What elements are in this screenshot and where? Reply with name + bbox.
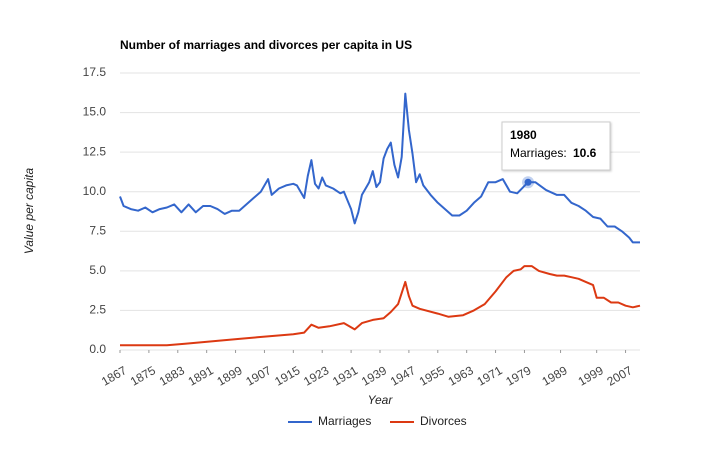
y-tick-label: 7.5 xyxy=(89,223,106,237)
x-tick-label: 1867 xyxy=(99,363,129,389)
x-tick-label: 1875 xyxy=(128,363,158,389)
legend-label: Marriages xyxy=(318,414,371,428)
y-tick-label: 10.0 xyxy=(83,184,107,198)
x-tick-label: 1915 xyxy=(272,363,302,389)
y-tick-label: 2.5 xyxy=(89,303,106,317)
x-tick-label: 1989 xyxy=(540,363,570,389)
x-axis-title: Year xyxy=(368,393,394,407)
y-tick-label: 15.0 xyxy=(83,105,107,119)
x-tick-label: 1979 xyxy=(503,363,533,389)
y-tick-label: 12.5 xyxy=(83,144,107,158)
legend-label: Divorces xyxy=(420,414,467,428)
tooltip-title: 1980 xyxy=(510,128,537,142)
y-tick-label: 17.5 xyxy=(83,65,107,79)
x-tick-label: 1891 xyxy=(186,363,216,389)
x-tick-label: 1999 xyxy=(576,363,606,389)
y-tick-label: 0.0 xyxy=(89,342,106,356)
x-tick-label: 1899 xyxy=(215,363,245,389)
chart-title: Number of marriages and divorces per cap… xyxy=(120,38,412,52)
tooltip-box xyxy=(501,121,611,171)
x-tick-label: 1883 xyxy=(157,363,187,389)
series-line xyxy=(119,92,640,244)
y-tick-label: 5.0 xyxy=(89,263,106,277)
y-axis-title: Value per capita xyxy=(22,168,36,255)
highlight-dot xyxy=(524,178,532,186)
x-tick-label: 1971 xyxy=(475,363,505,389)
tooltip-value: 10.6 xyxy=(573,146,597,160)
x-tick-label: 1955 xyxy=(417,363,447,389)
series-line xyxy=(120,265,641,347)
x-tick-label: 1947 xyxy=(388,363,418,389)
tooltip-label: Marriages: xyxy=(510,146,567,160)
x-tick-label: 1923 xyxy=(301,363,331,389)
x-tick-label: 2007 xyxy=(605,363,635,389)
x-tick-label: 1931 xyxy=(330,363,360,389)
x-tick-label: 1963 xyxy=(446,363,476,389)
x-tick-label: 1939 xyxy=(359,363,389,389)
x-tick-label: 1907 xyxy=(243,363,273,389)
